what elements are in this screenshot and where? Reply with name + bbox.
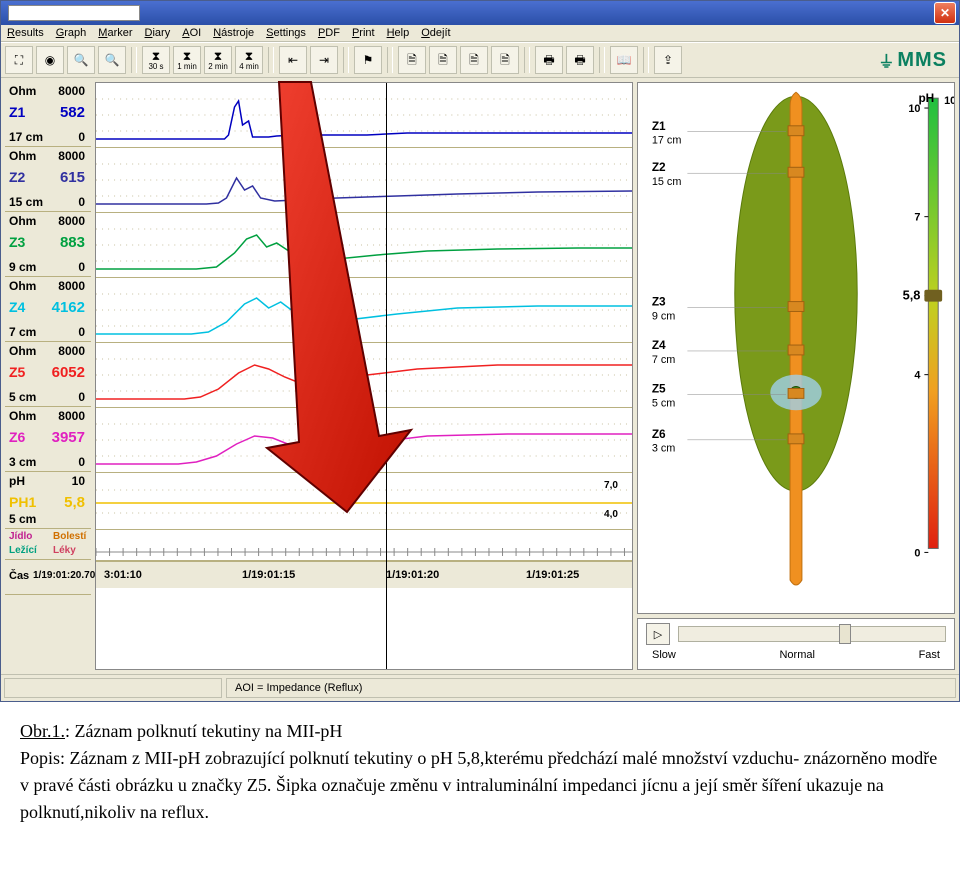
- menu-pdf[interactable]: PDF: [318, 27, 340, 39]
- menubar: Results Graph Marker Diary AOI Nástroje Settin…: [1, 25, 959, 42]
- svg-text:15 cm: 15 cm: [652, 176, 682, 188]
- tool-print1[interactable]: 🖶: [535, 46, 563, 74]
- trace-Z5[interactable]: [96, 343, 632, 408]
- menu-graph[interactable]: Graph: [56, 27, 87, 39]
- trace-ph[interactable]: 7,0 4,0: [96, 473, 632, 530]
- menu-help[interactable]: Help: [387, 27, 410, 39]
- tool-print2[interactable]: 🖶: [566, 46, 594, 74]
- label-Z6: OhmZ63 cm800039570: [5, 407, 91, 472]
- title-area: [8, 5, 140, 21]
- svg-text:Z2: Z2: [652, 160, 666, 174]
- toolbar: ⛶ ◉ 🔍 🔍 ⧗30 s ⧗1 min ⧗2 min ⧗4 min ⇤ ⇥ ⚑…: [1, 42, 959, 78]
- playback-panel: ▷ Slow Normal Fast: [637, 618, 955, 670]
- menu-results[interactable]: Results: [7, 27, 44, 39]
- trace-Z3[interactable]: [96, 213, 632, 278]
- svg-text:Z4: Z4: [652, 338, 666, 352]
- menu-settings[interactable]: Settings: [266, 27, 306, 39]
- label-time: Čas1/19:01:20.700: [5, 560, 91, 595]
- esophagus-diagram: Z1 17 cm Z2 15 cm Z39 cm Z4 7 cm Z5 5 cm Z6 3 cm 1…: [637, 82, 955, 614]
- svg-text:10: 10: [944, 95, 954, 107]
- right-panels: Z1 17 cm Z2 15 cm Z39 cm Z4 7 cm Z5 5 cm Z6 3 cm 1…: [637, 82, 955, 670]
- status-text: AOI = Impedance (Reflux): [226, 678, 956, 698]
- menu-odejít[interactable]: Odejít: [421, 27, 450, 39]
- tool-export[interactable]: ⇪: [654, 46, 682, 74]
- status-cell-1: [4, 678, 222, 698]
- label-ph: pHPH15 cm105,8: [5, 472, 91, 529]
- speed-slow: Slow: [652, 649, 676, 661]
- svg-text:Z6: Z6: [652, 427, 666, 441]
- label-Z1: OhmZ117 cm80005820: [5, 82, 91, 147]
- tool-flag[interactable]: ⚑: [354, 46, 382, 74]
- channel-labels: OhmZ117 cm80005820OhmZ215 cm80006150OhmZ…: [5, 82, 91, 670]
- menu-aoi[interactable]: AOI: [182, 27, 201, 39]
- waveform-area[interactable]: 7,0 4,0 3:01:101/19:01:151/19:01:201/19:…: [95, 82, 633, 670]
- app-window: ✕ Results Graph Marker Diary AOI Nástroje Sett…: [0, 0, 960, 702]
- tool-book[interactable]: 📖: [610, 46, 638, 74]
- trace-Z1[interactable]: [96, 83, 632, 148]
- tool-zoomout[interactable]: 🔍: [98, 46, 126, 74]
- label-events: JídloBolestíLežícíLéky: [5, 529, 91, 560]
- svg-text:7,0: 7,0: [604, 480, 618, 491]
- scale-30s[interactable]: ⧗30 s: [142, 46, 170, 74]
- tool-doc3[interactable]: 🗎: [460, 46, 488, 74]
- scale-1min[interactable]: ⧗1 min: [173, 46, 201, 74]
- play-button[interactable]: ▷: [646, 623, 670, 645]
- scale-2min[interactable]: ⧗2 min: [204, 46, 232, 74]
- svg-text:0: 0: [914, 547, 920, 559]
- trace-Z2[interactable]: [96, 148, 632, 213]
- svg-text:5 cm: 5 cm: [652, 397, 676, 409]
- svg-text:4: 4: [914, 370, 920, 382]
- label-Z3: OhmZ39 cm80008830: [5, 212, 91, 277]
- svg-text:4,0: 4,0: [604, 509, 618, 520]
- svg-text:9 cm: 9 cm: [652, 310, 676, 322]
- menu-nástroje[interactable]: Nástroje: [213, 27, 254, 39]
- menu-print[interactable]: Print: [352, 27, 375, 39]
- tool-donut[interactable]: ◉: [36, 46, 64, 74]
- content-area: OhmZ117 cm80005820OhmZ215 cm80006150OhmZ…: [1, 78, 959, 674]
- svg-text:Z1: Z1: [652, 119, 666, 133]
- tool-doc1[interactable]: 🗎: [398, 46, 426, 74]
- tool-fit[interactable]: ⛶: [5, 46, 33, 74]
- diagram-svg: Z1 17 cm Z2 15 cm Z39 cm Z4 7 cm Z5 5 cm Z6 3 cm 1…: [638, 83, 954, 613]
- tool-doc2[interactable]: 🗎: [429, 46, 457, 74]
- titlebar: ✕: [1, 1, 959, 25]
- tool-prev[interactable]: ⇤: [279, 46, 307, 74]
- speed-fast: Fast: [919, 649, 940, 661]
- brand-logo: ⏚MMS: [878, 48, 955, 72]
- svg-text:7: 7: [914, 212, 920, 224]
- svg-text:17 cm: 17 cm: [652, 135, 682, 147]
- menu-diary[interactable]: Diary: [145, 27, 171, 39]
- time-axis[interactable]: 3:01:101/19:01:151/19:01:201/19:01:25: [96, 561, 632, 588]
- tool-zoomin[interactable]: 🔍: [67, 46, 95, 74]
- tool-next[interactable]: ⇥: [310, 46, 338, 74]
- speed-slider[interactable]: [678, 626, 946, 642]
- trace-Z6[interactable]: [96, 408, 632, 473]
- scale-4min[interactable]: ⧗4 min: [235, 46, 263, 74]
- tool-doc4[interactable]: 🗎: [491, 46, 519, 74]
- menu-marker[interactable]: Marker: [98, 27, 132, 39]
- label-Z4: OhmZ47 cm800041620: [5, 277, 91, 342]
- close-button[interactable]: ✕: [934, 2, 956, 24]
- label-Z2: OhmZ215 cm80006150: [5, 147, 91, 212]
- svg-text:Z5: Z5: [652, 381, 666, 395]
- status-bar: AOI = Impedance (Reflux): [1, 674, 959, 701]
- figure-caption: Obr.1.: Záznam polknutí tekutiny na MII-…: [0, 702, 960, 842]
- time-cursor[interactable]: [386, 83, 387, 669]
- svg-text:7 cm: 7 cm: [652, 354, 676, 366]
- label-Z5: OhmZ55 cm800060520: [5, 342, 91, 407]
- ph-scale-label: pH: [918, 91, 934, 105]
- svg-text:5,8: 5,8: [903, 288, 921, 303]
- speed-normal: Normal: [779, 649, 814, 661]
- events-strip[interactable]: [96, 530, 632, 561]
- trace-Z4[interactable]: [96, 278, 632, 343]
- svg-text:Z3: Z3: [652, 295, 666, 309]
- svg-text:3 cm: 3 cm: [652, 443, 676, 455]
